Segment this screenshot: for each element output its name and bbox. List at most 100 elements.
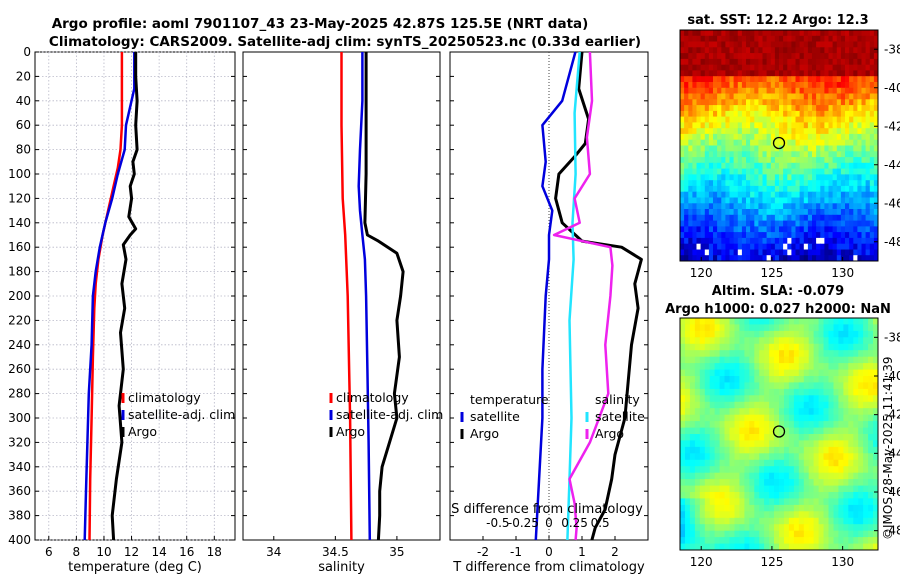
sst-cell (729, 255, 735, 261)
sla-cell (868, 453, 874, 461)
sst-cell (684, 58, 689, 66)
sst-cell (737, 87, 743, 95)
sla-cell (719, 434, 726, 441)
sla-cell (734, 376, 740, 383)
sla-cell (759, 524, 765, 532)
sla-cell (784, 376, 790, 383)
sla-cell (734, 459, 740, 467)
sla-cell (764, 421, 770, 429)
sst-cell (713, 249, 718, 256)
sla-cell (784, 504, 790, 512)
sst-cell (713, 87, 718, 95)
sst-map-title: sat. SST: 12.2 Argo: 12.3 (687, 13, 868, 28)
sla-cell (739, 350, 745, 358)
sla-cell (828, 388, 834, 396)
sst-cell (857, 53, 863, 60)
sst-cell (700, 243, 706, 251)
sla-cell (838, 324, 844, 332)
sst-cell (750, 174, 755, 181)
sst-cell (861, 30, 867, 37)
sla-cell (704, 440, 711, 448)
sla-cell (788, 330, 795, 338)
sst-cell (869, 255, 875, 261)
sst-cell (803, 180, 809, 187)
sst-cell (816, 185, 821, 193)
sla-cell (848, 434, 854, 441)
sla-cell (818, 337, 825, 345)
sla-cell (719, 530, 726, 538)
sst-cell (849, 41, 854, 48)
sst-cell (733, 64, 739, 72)
sla-cell (759, 472, 765, 480)
sla-cell (685, 382, 691, 390)
sst-cell (795, 110, 801, 118)
sla-cell (798, 401, 805, 409)
sla-cell (798, 537, 805, 545)
sla-cell (843, 479, 849, 487)
sla-cell (680, 343, 686, 351)
sst-cell (820, 180, 825, 187)
sst-cell (812, 122, 817, 129)
sla-cell (843, 492, 849, 499)
sla-cell (774, 479, 780, 487)
sst-cell (853, 93, 858, 100)
sla-cell (724, 343, 730, 351)
sla-cell (808, 388, 815, 396)
sst-cell (741, 214, 747, 222)
sla-cell (828, 498, 834, 506)
sla-cell (680, 369, 686, 377)
sst-cell (680, 209, 685, 216)
sst-cell (873, 58, 878, 66)
sla-cell (739, 414, 745, 422)
sst-cell (861, 185, 867, 193)
sst-cell (741, 30, 747, 37)
sla-cell (689, 466, 696, 474)
sst-cell (770, 191, 776, 199)
sst-cell (799, 41, 805, 48)
sla-cell (779, 382, 785, 390)
sst-cell (812, 214, 817, 222)
sst-cell (853, 174, 858, 181)
sla-cell (793, 440, 800, 448)
sst-cell (849, 58, 854, 66)
sst-cell (783, 53, 788, 60)
sla-cell (759, 479, 765, 487)
sla-cell (813, 530, 820, 538)
sst-cell (795, 41, 801, 48)
sla-cell (838, 517, 844, 525)
sla-cell (843, 530, 849, 538)
sla-cell (823, 498, 829, 506)
sst-cell (787, 197, 792, 204)
salinity-xlabel: salinity (318, 560, 365, 575)
salinity-legend-label: satellite-adj. clim (336, 407, 443, 422)
sla-cell (798, 324, 805, 332)
sst-cell (770, 116, 776, 123)
sla-cell (803, 318, 810, 325)
sla-cell (828, 401, 834, 409)
sst-cell (774, 64, 780, 72)
sla-cell (813, 318, 820, 325)
sst-cell (688, 122, 693, 129)
sst-cell (696, 232, 702, 239)
sla-cell (689, 369, 696, 377)
sla-cell (779, 446, 785, 454)
sst-cell (729, 93, 735, 100)
sla-cell (873, 395, 878, 403)
sst-cell (869, 151, 875, 158)
sla-cell (788, 414, 795, 422)
sst-cell (713, 30, 718, 37)
sla-cell (838, 472, 844, 480)
sst-cell (700, 197, 706, 204)
sst-cell (779, 185, 784, 193)
sla-cell (709, 395, 716, 403)
sst-cell (787, 220, 792, 227)
sst-cell (820, 226, 825, 233)
sla-cell (699, 517, 706, 525)
sla-frame (679, 317, 879, 551)
sst-cell (795, 151, 801, 158)
sst-cell (836, 220, 842, 227)
sst-cell (783, 174, 788, 181)
sst-cell (725, 145, 731, 152)
sst-cell (807, 249, 813, 256)
y-tick-label: 120 (8, 191, 31, 205)
